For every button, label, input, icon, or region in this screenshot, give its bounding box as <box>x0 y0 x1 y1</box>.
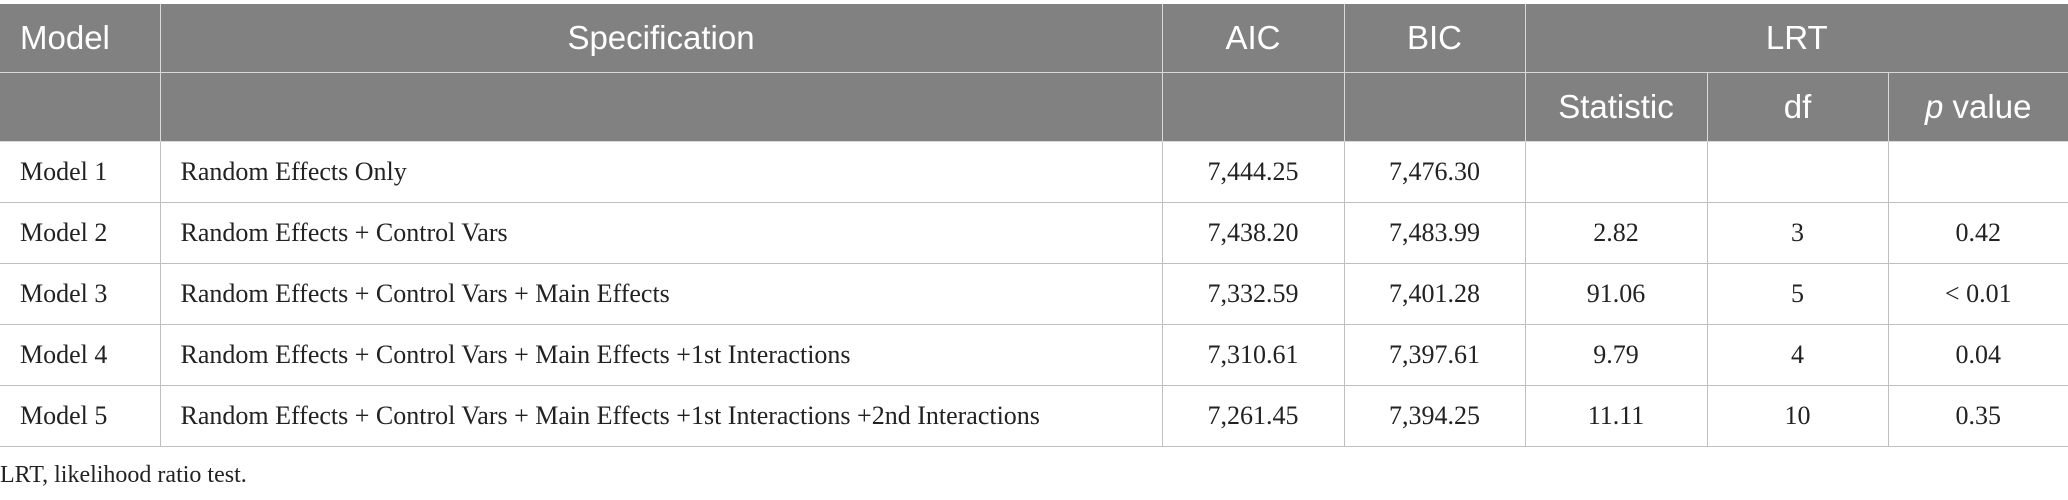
cell-model: Model 4 <box>0 324 161 386</box>
cell-specification: Random Effects + Control Vars + Main Eff… <box>159 263 1163 325</box>
cell-bic: 7,394.25 <box>1343 385 1526 447</box>
cell-specification: Random Effects + Control Vars <box>159 202 1163 264</box>
header-p-rest: value <box>1943 88 2032 125</box>
cell-model: Model 5 <box>0 385 161 447</box>
cell-model: Model 2 <box>0 202 161 264</box>
table-row: Model 5 Random Effects + Control Vars + M… <box>0 385 2068 447</box>
header-empty-aic <box>1161 72 1344 142</box>
table-header: Model Specification AIC BIC LRT Statisti… <box>0 4 2068 142</box>
cell-lrt-statistic: 2.82 <box>1524 202 1708 264</box>
model-comparison-table-wrapper: Model Specification AIC BIC LRT Statisti… <box>0 4 2068 447</box>
cell-aic: 7,261.45 <box>1161 385 1345 447</box>
header-specification: Specification <box>159 4 1162 73</box>
cell-aic: 7,444.25 <box>1161 141 1345 203</box>
cell-lrt-df: 10 <box>1706 385 1889 447</box>
cell-lrt-df: 3 <box>1706 202 1889 264</box>
cell-lrt-statistic <box>1524 141 1708 203</box>
header-row-1: Model Specification AIC BIC LRT <box>0 4 2068 73</box>
cell-bic: 7,476.30 <box>1343 141 1526 203</box>
header-empty-bic <box>1343 72 1525 142</box>
cell-bic: 7,483.99 <box>1343 202 1526 264</box>
header-bic: BIC <box>1343 4 1525 73</box>
header-empty-spec <box>159 72 1162 142</box>
cell-model: Model 1 <box>0 141 161 203</box>
model-comparison-table: Model Specification AIC BIC LRT Statisti… <box>0 4 2068 447</box>
cell-bic: 7,397.61 <box>1343 324 1526 386</box>
cell-aic: 7,438.20 <box>1161 202 1345 264</box>
header-lrt: LRT <box>1524 4 2068 73</box>
cell-lrt-df: 4 <box>1706 324 1889 386</box>
cell-lrt-statistic: 91.06 <box>1524 263 1708 325</box>
cell-lrt-p-value <box>1887 141 2068 203</box>
table-body: Model 1 Random Effects Only 7,444.25 7,476.… <box>0 141 2068 447</box>
table-row: Model 4 Random Effects + Control Vars + M… <box>0 324 2068 386</box>
cell-lrt-p-value: 0.04 <box>1887 324 2068 386</box>
table-row: Model 1 Random Effects Only 7,444.25 7,476.… <box>0 141 2068 203</box>
cell-aic: 7,332.59 <box>1161 263 1345 325</box>
header-aic: AIC <box>1161 4 1344 73</box>
cell-lrt-statistic: 11.11 <box>1524 385 1708 447</box>
header-statistic: Statistic <box>1524 72 1707 142</box>
cell-lrt-p-value: < 0.01 <box>1887 263 2068 325</box>
table-footnote: LRT, likelihood ratio test. <box>0 462 247 488</box>
header-model: Model <box>0 4 160 73</box>
cell-lrt-statistic: 9.79 <box>1524 324 1708 386</box>
header-empty-model <box>0 72 160 142</box>
cell-specification: Random Effects + Control Vars + Main Eff… <box>159 324 1163 386</box>
table-row: Model 3 Random Effects + Control Vars + M… <box>0 263 2068 325</box>
cell-model: Model 3 <box>0 263 161 325</box>
header-p-letter: p <box>1925 88 1944 125</box>
header-p-value: p value <box>1887 72 2068 142</box>
cell-lrt-df: 5 <box>1706 263 1889 325</box>
cell-lrt-p-value: 0.42 <box>1887 202 2068 264</box>
cell-lrt-p-value: 0.35 <box>1887 385 2068 447</box>
cell-aic: 7,310.61 <box>1161 324 1345 386</box>
table-row: Model 2 Random Effects + Control Vars 7,43… <box>0 202 2068 264</box>
header-row-2: Statistic df p value <box>0 72 2068 142</box>
cell-bic: 7,401.28 <box>1343 263 1526 325</box>
header-df: df <box>1706 72 1888 142</box>
cell-specification: Random Effects Only <box>159 141 1163 203</box>
cell-lrt-df <box>1706 141 1889 203</box>
cell-specification: Random Effects + Control Vars + Main Eff… <box>159 385 1163 447</box>
